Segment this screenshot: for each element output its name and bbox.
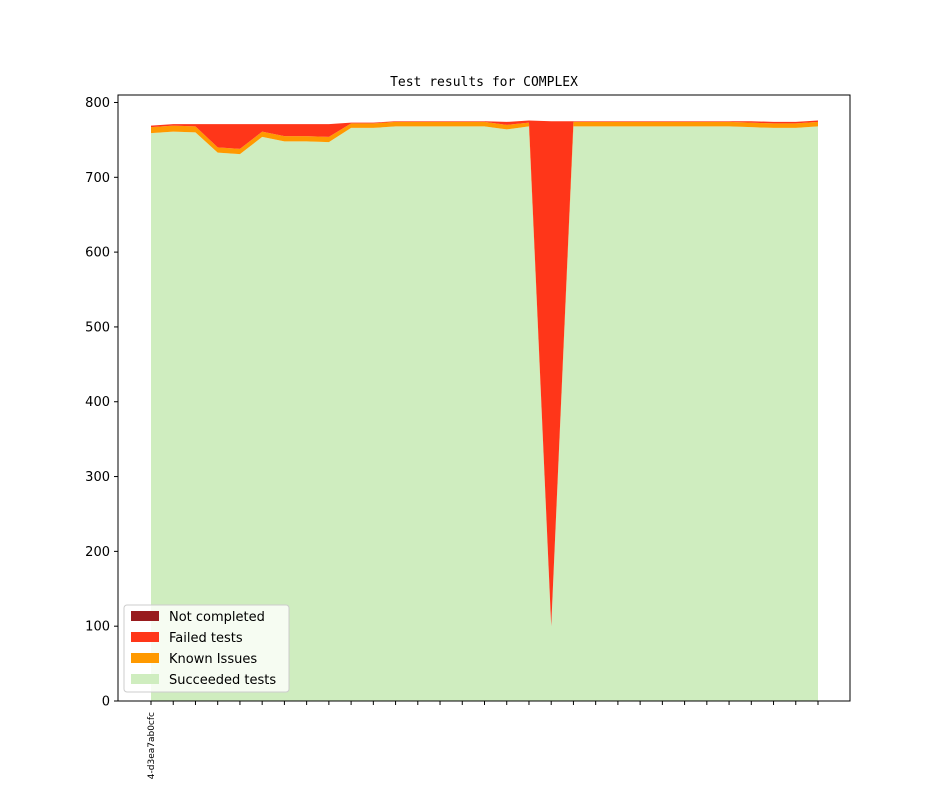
- y-tick-label: 0: [102, 695, 110, 710]
- legend-swatch: [131, 653, 159, 663]
- chart-title: Test results for COMPLEX: [390, 75, 578, 90]
- plot-frame: [117, 94, 851, 702]
- legend-box: [123, 604, 290, 693]
- y-tick-label: 700: [85, 171, 110, 186]
- y-tick-label: 300: [85, 470, 110, 485]
- y-axis: 0 100 200 300 400 500 600 700 800: [85, 96, 118, 710]
- legend-label: Succeeded tests: [169, 673, 276, 688]
- legend-swatch: [131, 674, 159, 684]
- legend-label: Known Issues: [169, 652, 257, 667]
- y-tick-label: 600: [85, 246, 110, 261]
- y-tick-label: 500: [85, 320, 110, 335]
- legend-swatch: [131, 611, 159, 621]
- x-axis: 4-d3ea7ab0cfc: [147, 701, 819, 779]
- area-succeeded-tests: [151, 126, 818, 702]
- y-tick-label: 400: [85, 395, 110, 410]
- y-tick-label: 200: [85, 545, 110, 560]
- stacked-areas: [151, 120, 818, 702]
- legend-label: Not completed: [169, 610, 265, 625]
- y-tick-label: 100: [85, 620, 110, 635]
- legend: Not completed Failed tests Known Issues Suc…: [123, 604, 290, 693]
- legend-swatch: [131, 632, 159, 642]
- x-tick-label: 4-d3ea7ab0cfc: [147, 712, 157, 779]
- y-tick-label: 800: [85, 96, 110, 111]
- legend-label: Failed tests: [169, 631, 243, 646]
